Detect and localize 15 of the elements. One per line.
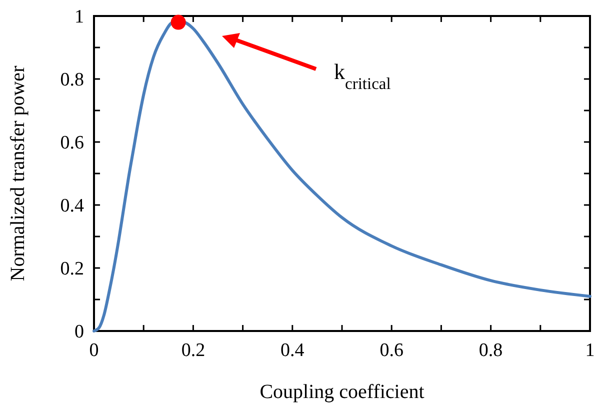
y-axis-title: Normalized transfer power bbox=[7, 65, 29, 282]
x-tick-label: 0.6 bbox=[380, 340, 404, 361]
x-tick-label: 0.2 bbox=[181, 340, 206, 361]
y-tick-label: 0.8 bbox=[60, 70, 84, 91]
y-tick-label: 0.6 bbox=[60, 132, 84, 154]
x-tick-label: 0.8 bbox=[478, 340, 503, 361]
y-tick-label: 0.2 bbox=[60, 258, 84, 280]
y-tick-label: 0 bbox=[74, 322, 84, 343]
annotation: k$_{critical}$ bbox=[334, 59, 392, 92]
x-axis-title: Coupling coefficient bbox=[260, 381, 425, 403]
x-tick-label: 1 bbox=[585, 340, 595, 361]
x-tick-label: 0 bbox=[89, 340, 99, 361]
x-tick-label: 0.4 bbox=[280, 340, 305, 361]
y-tick-label: 0.4 bbox=[60, 196, 84, 217]
y-tick-label: 1 bbox=[74, 6, 84, 28]
